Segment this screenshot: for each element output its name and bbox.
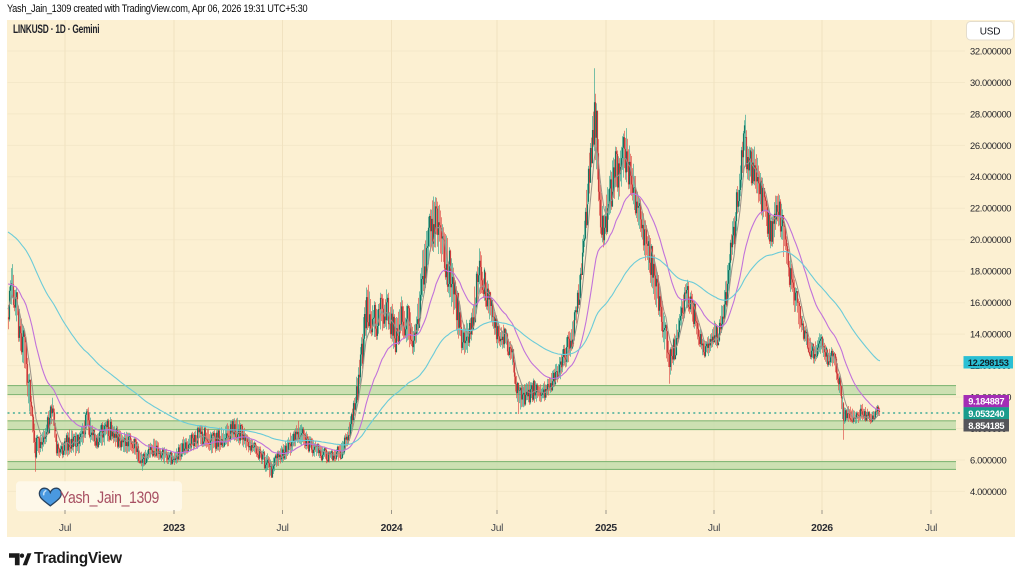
svg-text:2024: 2024 <box>381 523 403 534</box>
svg-text:30.000000: 30.000000 <box>970 77 1011 88</box>
svg-text:Yash_Jain_1309: Yash_Jain_1309 <box>60 489 159 507</box>
svg-text:32.000000: 32.000000 <box>970 45 1011 56</box>
svg-text:Jul: Jul <box>59 523 71 534</box>
svg-text:26.000000: 26.000000 <box>970 140 1011 151</box>
svg-text:9.053240: 9.053240 <box>968 409 1004 419</box>
svg-text:16.000000: 16.000000 <box>970 297 1011 308</box>
svg-text:Jul: Jul <box>925 523 937 534</box>
svg-text:14.000000: 14.000000 <box>970 329 1011 340</box>
svg-text:24.000000: 24.000000 <box>970 171 1011 182</box>
svg-text:22.000000: 22.000000 <box>970 203 1011 214</box>
svg-text:2023: 2023 <box>163 523 185 534</box>
svg-text:Jul: Jul <box>491 523 503 534</box>
svg-text:12.298153: 12.298153 <box>968 358 1009 368</box>
svg-text:20.000000: 20.000000 <box>970 234 1011 245</box>
svg-text:USD: USD <box>980 26 1001 37</box>
svg-text:Jul: Jul <box>276 523 288 534</box>
svg-text:9.184887: 9.184887 <box>968 397 1004 407</box>
svg-text:4.000000: 4.000000 <box>970 486 1006 497</box>
svg-text:Jul: Jul <box>708 523 720 534</box>
svg-text:2026: 2026 <box>811 523 833 534</box>
svg-text:2025: 2025 <box>595 523 617 534</box>
svg-text:8.854185: 8.854185 <box>968 421 1004 431</box>
svg-text:28.000000: 28.000000 <box>970 108 1011 119</box>
svg-text:6.000000: 6.000000 <box>970 454 1006 465</box>
svg-text:18.000000: 18.000000 <box>970 266 1011 277</box>
